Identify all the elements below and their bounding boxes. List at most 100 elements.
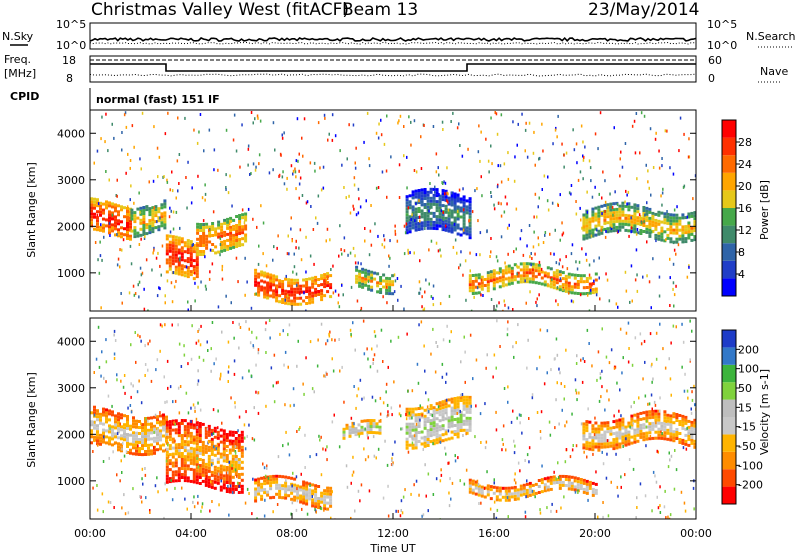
heatmap-cell (594, 290, 598, 294)
heatmap-cell (438, 224, 442, 228)
heatmap-cell (621, 420, 625, 424)
heatmap-cell (228, 222, 231, 226)
heatmap-cell (597, 442, 601, 446)
heatmap-cell (661, 203, 663, 207)
heatmap-cell (266, 478, 270, 482)
heatmap-cell (673, 293, 676, 297)
heatmap-cell (355, 277, 359, 281)
heatmap-cell (499, 164, 502, 168)
heatmap-cell (189, 255, 193, 259)
heatmap-cell (465, 416, 469, 420)
heatmap-cell (504, 277, 508, 281)
heatmap-cell (373, 330, 376, 334)
heatmap-cell (538, 156, 541, 160)
heatmap-cell (159, 216, 161, 220)
heatmap-cell (546, 329, 549, 333)
heatmap-cell (631, 299, 633, 303)
heatmap-cell (654, 436, 658, 440)
heatmap-cell (192, 243, 194, 246)
heatmap-cell (506, 496, 509, 500)
heatmap-cell (308, 286, 312, 290)
heatmap-cell (615, 213, 619, 217)
heatmap-cell (546, 485, 550, 489)
heatmap-cell (684, 418, 688, 422)
heatmap-cell (555, 281, 559, 285)
heatmap-cell (287, 302, 291, 306)
heatmap-cell (320, 497, 324, 501)
heatmap-cell (102, 460, 105, 463)
colorbar-tick-label: 28 (738, 136, 752, 149)
heatmap-cell (201, 467, 205, 471)
heatmap-cell (414, 195, 418, 199)
heatmap-cell (172, 400, 174, 404)
heatmap-cell (317, 121, 320, 125)
heatmap-cell (220, 234, 224, 238)
heatmap-cell (166, 178, 168, 182)
heatmap-cell (519, 268, 523, 272)
heatmap-cell (687, 434, 691, 438)
heatmap-cell (538, 260, 541, 264)
heatmap-cell (126, 219, 129, 222)
heatmap-cell (432, 415, 436, 419)
heatmap-cell (105, 360, 108, 364)
heatmap-cell (183, 274, 187, 278)
heatmap-cell (102, 422, 105, 426)
heatmap-cell (90, 200, 93, 204)
heatmap-cell (533, 215, 535, 219)
heatmap-cell (164, 323, 166, 327)
heatmap-cell (202, 358, 205, 362)
heatmap-cell (570, 288, 574, 292)
heatmap-cell (195, 439, 199, 443)
heatmap-cell (411, 443, 415, 447)
heatmap-cell (453, 406, 457, 409)
heatmap-cell (269, 285, 273, 289)
heatmap-cell (296, 484, 300, 488)
heatmap-cell (447, 199, 451, 203)
heatmap-cell (480, 488, 484, 492)
heatmap-cell (226, 238, 230, 242)
heatmap-cell (445, 430, 447, 434)
heatmap-cell (437, 405, 440, 409)
heatmap-cell (190, 420, 192, 423)
heatmap-cell (463, 482, 466, 486)
heatmap-cell (606, 203, 610, 207)
heatmap-cell (204, 468, 208, 472)
heatmap-cell (687, 428, 691, 432)
heatmap-cell (539, 508, 541, 512)
heatmap-cell (275, 480, 279, 484)
heatmap-cell (597, 433, 601, 437)
heatmap-cell (192, 450, 196, 454)
heatmap-cell (594, 224, 598, 228)
heatmap-cell (444, 417, 448, 421)
heatmap-cell (645, 419, 648, 423)
heatmap-cell (385, 282, 389, 286)
heatmap-cell (672, 436, 676, 440)
heatmap-cell (370, 204, 372, 207)
heatmap-cell (678, 414, 682, 417)
heatmap-cell (162, 422, 165, 426)
heatmap-cell (300, 258, 303, 262)
heatmap-cell (90, 197, 93, 201)
heatmap-cell (670, 393, 672, 397)
heatmap-cell (513, 179, 516, 183)
heatmap-cell (465, 199, 469, 203)
heatmap-cell (163, 223, 167, 227)
heatmap-cell (192, 247, 196, 251)
heatmap-cell (627, 424, 631, 428)
colorbar-swatch (722, 137, 736, 156)
heatmap-cell (240, 451, 244, 455)
heatmap-cell (450, 436, 454, 440)
heatmap-cell (407, 389, 409, 393)
heatmap-cell (180, 419, 184, 422)
heatmap-cell (522, 277, 526, 281)
heatmap-cell (483, 284, 487, 287)
heatmap-cell (666, 212, 670, 216)
heatmap-cell (140, 237, 142, 241)
heatmap-cell (275, 381, 278, 385)
nsky-tick-top: 10^5 (56, 18, 86, 31)
heatmap-cell (213, 445, 215, 449)
heatmap-cell (579, 206, 581, 210)
heatmap-cell (376, 272, 380, 276)
heatmap-cell (311, 279, 315, 283)
heatmap-cell (615, 228, 619, 232)
